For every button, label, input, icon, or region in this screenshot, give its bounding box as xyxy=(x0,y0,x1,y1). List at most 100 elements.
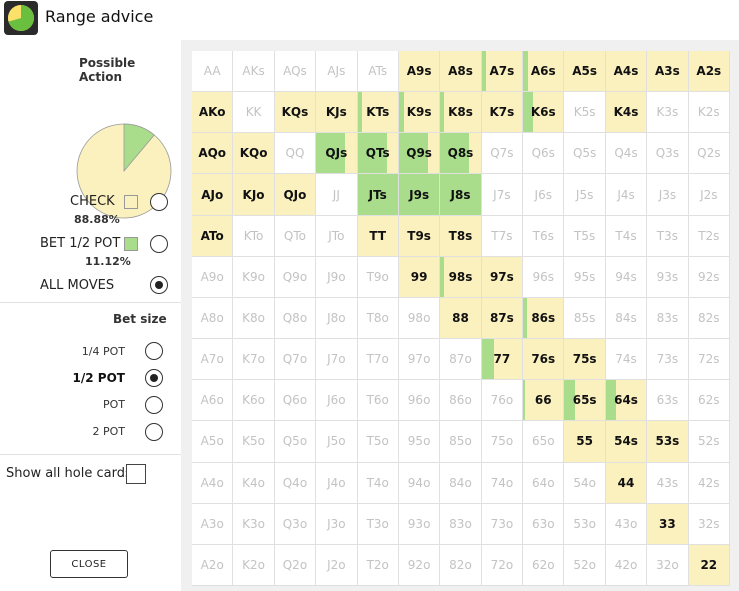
hand-cell[interactable]: K2o xyxy=(233,544,275,586)
hand-cell[interactable]: 99 xyxy=(398,256,441,298)
hand-cell[interactable]: 86o xyxy=(440,380,482,422)
hand-cell[interactable]: 54o xyxy=(564,462,606,504)
check-radio[interactable] xyxy=(150,193,168,211)
hand-cell[interactable]: AQs xyxy=(274,51,317,93)
hand-cell[interactable]: T3s xyxy=(647,215,689,257)
bet-size-quarter-pot-radio[interactable] xyxy=(145,342,163,360)
hand-cell[interactable]: A4o xyxy=(192,462,234,504)
hand-cell[interactable]: J5s xyxy=(564,174,606,216)
hand-cell[interactable]: 33 xyxy=(647,503,689,545)
hand-cell[interactable]: J9o xyxy=(316,256,358,298)
hand-cell[interactable]: 77 xyxy=(481,339,524,381)
hand-cell[interactable]: QJs xyxy=(316,133,358,175)
hand-cell[interactable]: K7o xyxy=(233,339,275,381)
hand-cell[interactable]: AQo xyxy=(192,133,234,175)
hand-cell[interactable]: 43s xyxy=(647,462,689,504)
hand-cell[interactable]: 97s xyxy=(481,256,524,298)
hand-cell[interactable]: KQs xyxy=(274,92,317,134)
hand-cell[interactable]: A8s xyxy=(440,51,482,93)
hand-cell[interactable]: QJo xyxy=(274,174,317,216)
hand-cell[interactable]: 83s xyxy=(647,297,689,340)
hand-cell[interactable]: A9s xyxy=(398,51,441,93)
hand-cell[interactable]: 52s xyxy=(688,421,730,463)
hand-cell[interactable]: J9s xyxy=(398,174,441,216)
hand-cell[interactable]: JTs xyxy=(357,174,399,216)
hand-cell[interactable]: K4o xyxy=(233,462,275,504)
hand-cell[interactable]: Q5o xyxy=(274,421,317,463)
hand-cell[interactable]: 62o xyxy=(523,544,565,586)
hand-cell[interactable]: J3s xyxy=(647,174,689,216)
hand-cell[interactable]: 32s xyxy=(688,503,730,545)
hand-cell[interactable]: 87s xyxy=(481,297,524,340)
hand-cell[interactable]: KTo xyxy=(233,215,275,257)
hand-cell[interactable]: KK xyxy=(233,92,275,134)
hand-cell[interactable]: Q4o xyxy=(274,462,317,504)
hand-cell[interactable]: 92o xyxy=(398,544,441,586)
hand-cell[interactable]: Q6s xyxy=(523,133,565,175)
hand-cell[interactable]: 73o xyxy=(481,503,524,545)
hand-cell[interactable]: 75o xyxy=(481,421,524,463)
hand-cell[interactable]: K7s xyxy=(481,92,524,134)
hand-cell[interactable]: 53s xyxy=(647,421,689,463)
hand-cell[interactable]: T9s xyxy=(398,215,441,257)
hand-cell[interactable]: A7s xyxy=(481,51,524,93)
hand-cell[interactable]: KQo xyxy=(233,133,275,175)
hand-cell[interactable]: ATo xyxy=(192,215,234,257)
hand-cell[interactable]: K5s xyxy=(564,92,606,134)
hand-cell[interactable]: JJ xyxy=(316,174,358,216)
hand-cell[interactable]: 95s xyxy=(564,256,606,298)
hand-cell[interactable]: Q7s xyxy=(481,133,524,175)
hand-cell[interactable]: 87o xyxy=(440,339,482,381)
hand-cell[interactable]: AJs xyxy=(316,51,358,93)
hand-cell[interactable]: K5o xyxy=(233,421,275,463)
hand-cell[interactable]: T8s xyxy=(440,215,482,257)
hand-cell[interactable]: TT xyxy=(357,215,399,257)
hand-cell[interactable]: A6s xyxy=(523,51,565,93)
hand-cell[interactable]: A6o xyxy=(192,380,234,422)
hand-cell[interactable]: 42s xyxy=(688,462,730,504)
hand-cell[interactable]: 53o xyxy=(564,503,606,545)
hand-cell[interactable]: T2s xyxy=(688,215,730,257)
bet-size-half-pot-radio[interactable] xyxy=(145,369,163,387)
hand-cell[interactable]: Q9s xyxy=(398,133,441,175)
hand-cell[interactable]: 82s xyxy=(688,297,730,340)
hand-cell[interactable]: T6s xyxy=(523,215,565,257)
hand-cell[interactable]: T4o xyxy=(357,462,399,504)
hand-cell[interactable]: Q4s xyxy=(605,133,648,175)
hand-cell[interactable]: 83o xyxy=(440,503,482,545)
hand-cell[interactable]: AKs xyxy=(233,51,275,93)
hand-cell[interactable]: 32o xyxy=(647,544,689,586)
hand-cell[interactable]: T2o xyxy=(357,544,399,586)
hand-cell[interactable]: T5o xyxy=(357,421,399,463)
hand-cell[interactable]: 43o xyxy=(605,503,648,545)
hand-cell[interactable]: K6o xyxy=(233,380,275,422)
hand-cell[interactable]: 84s xyxy=(605,297,648,340)
hand-cell[interactable]: 73s xyxy=(647,339,689,381)
hand-cell[interactable]: K8s xyxy=(440,92,482,134)
hand-cell[interactable]: 52o xyxy=(564,544,606,586)
hand-cell[interactable]: J2s xyxy=(688,174,730,216)
hand-cell[interactable]: KTs xyxy=(357,92,399,134)
hand-cell[interactable]: 76o xyxy=(481,380,524,422)
hand-cell[interactable]: 74s xyxy=(605,339,648,381)
hand-cell[interactable]: QTo xyxy=(274,215,317,257)
hand-cell[interactable]: J3o xyxy=(316,503,358,545)
bet-size-pot-radio[interactable] xyxy=(145,396,163,414)
hand-cell[interactable]: 44 xyxy=(605,462,648,504)
hand-cell[interactable]: 75s xyxy=(564,339,606,381)
hand-cell[interactable]: 22 xyxy=(688,544,730,586)
hand-cell[interactable]: J7s xyxy=(481,174,524,216)
hand-cell[interactable]: J2o xyxy=(316,544,358,586)
hand-cell[interactable]: JTo xyxy=(316,215,358,257)
hand-cell[interactable]: 96o xyxy=(398,380,441,422)
hand-cell[interactable]: 55 xyxy=(564,421,606,463)
hand-cell[interactable]: 66 xyxy=(523,380,565,422)
hand-cell[interactable]: 98s xyxy=(440,256,482,298)
hand-cell[interactable]: T7o xyxy=(357,339,399,381)
hand-cell[interactable]: Q5s xyxy=(564,133,606,175)
close-button[interactable]: CLOSE xyxy=(50,550,128,578)
hand-cell[interactable]: 96s xyxy=(523,256,565,298)
hand-cell[interactable]: T6o xyxy=(357,380,399,422)
hand-cell[interactable]: A3o xyxy=(192,503,234,545)
hand-cell[interactable]: J6o xyxy=(316,380,358,422)
